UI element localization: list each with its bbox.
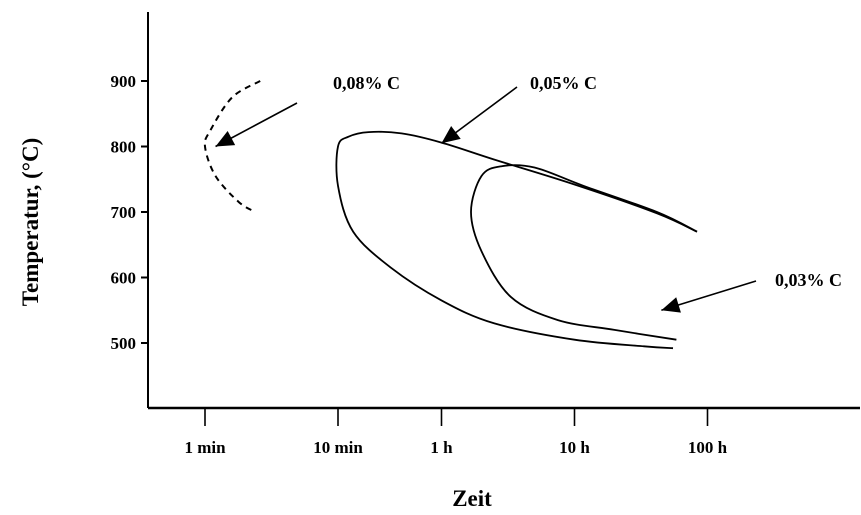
y-tick-label: 700: [111, 203, 137, 222]
y-tick-label: 900: [111, 72, 137, 91]
curve-0-08-c: [203, 80, 261, 213]
annotation-label-3: 0,03% C: [775, 270, 842, 290]
annotation-label-2: 0,05% C: [530, 73, 597, 93]
annotation-arrowhead-2: [441, 126, 461, 144]
x-tick-label: 10 h: [559, 438, 590, 457]
x-axis-ticks: 1 min 10 min 1 h 10 h 100 h: [184, 408, 728, 457]
y-axis-title: Temperatur, (°C): [18, 138, 43, 306]
annotation-arrows: 0,08% C 0,05% C 0,03% C: [215, 73, 842, 313]
x-tick-label: 10 min: [313, 438, 363, 457]
x-tick-label: 1 h: [430, 438, 453, 457]
x-tick-label: 1 min: [184, 438, 226, 457]
annotation-arrowhead-3: [661, 297, 681, 313]
curve-0-03-c: [470, 164, 698, 341]
annotation-arrowhead-1: [215, 130, 236, 147]
curve-0-05-c: [335, 130, 698, 350]
x-tick-label: 100 h: [688, 438, 728, 457]
x-axis-title: Zeit: [452, 486, 492, 511]
y-tick-label: 600: [111, 269, 137, 288]
y-axis-ticks: 500 600 700 800 900: [111, 72, 148, 353]
annotation-label-1: 0,08% C: [333, 73, 400, 93]
y-tick-label: 800: [111, 138, 137, 157]
y-tick-label: 500: [111, 334, 137, 353]
axes: [147, 12, 860, 410]
curves: [203, 80, 698, 350]
